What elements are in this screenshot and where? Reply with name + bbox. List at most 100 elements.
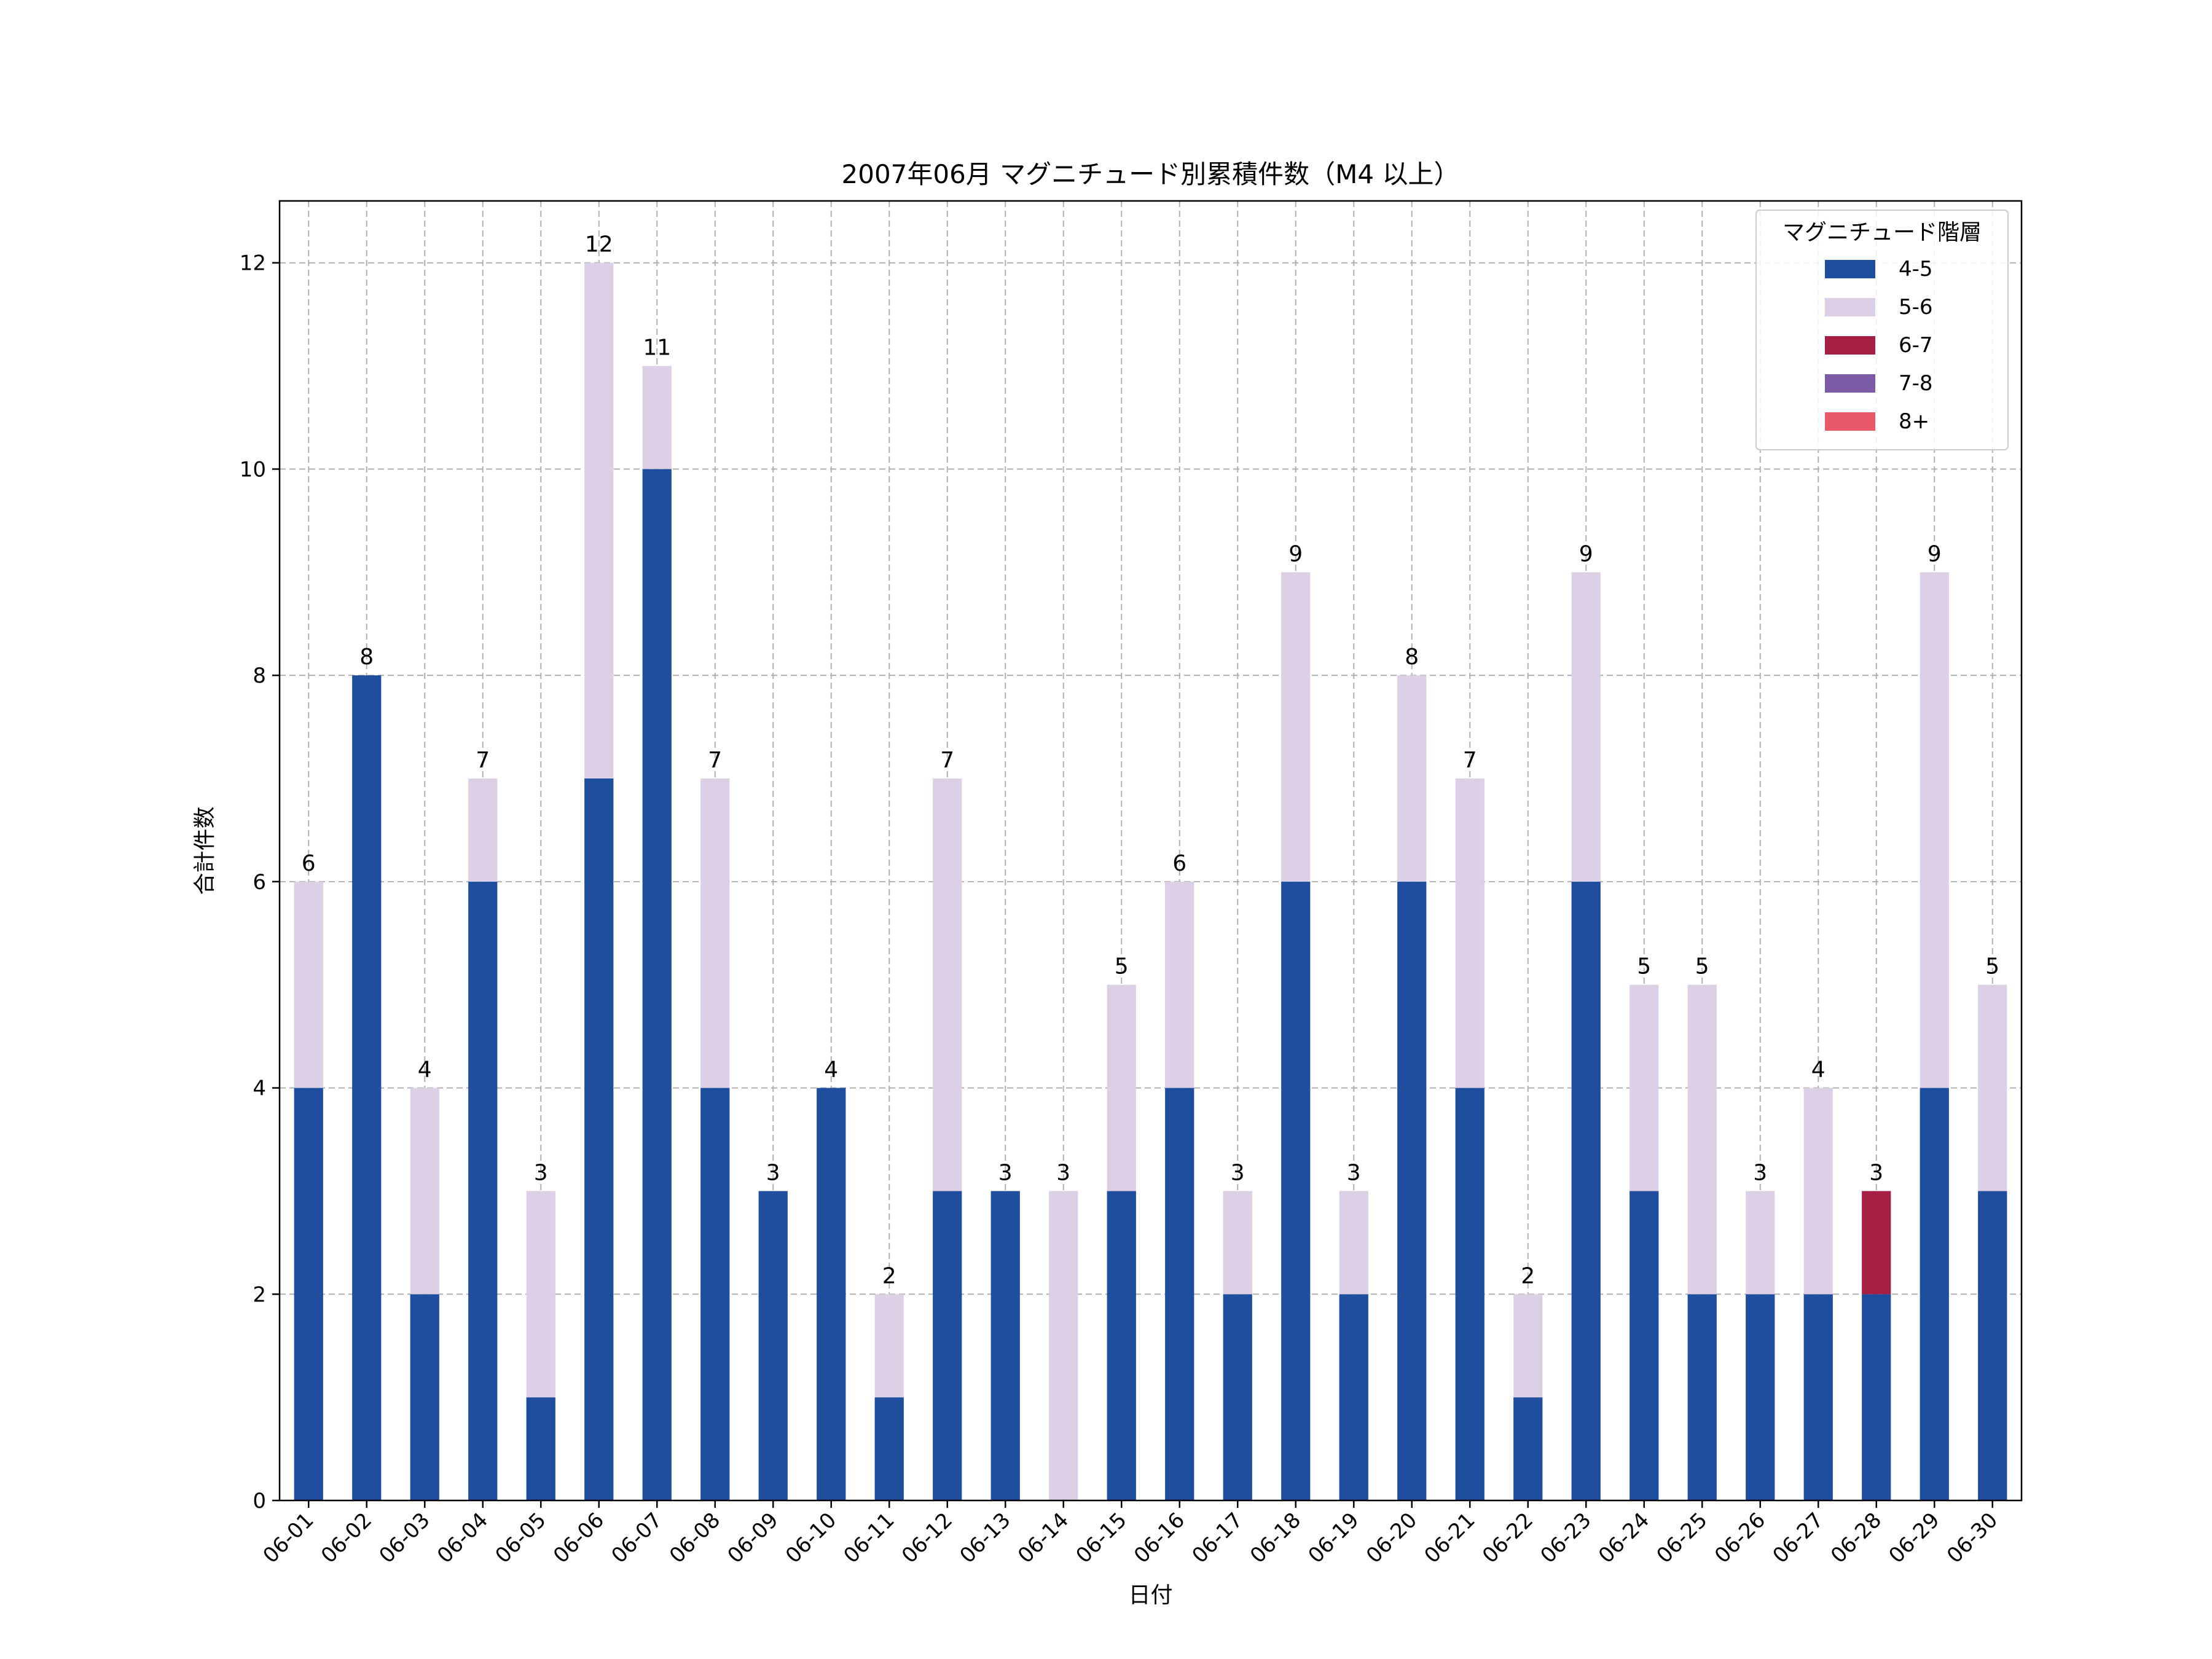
bar-segment xyxy=(410,1294,439,1500)
legend-swatch xyxy=(1825,298,1875,316)
bar-total-label: 9 xyxy=(1928,541,1942,567)
bar-segment xyxy=(700,1088,730,1500)
y-axis-label: 合計件数 xyxy=(192,806,218,895)
y-tick-label: 0 xyxy=(253,1489,266,1513)
bar-segment xyxy=(990,1191,1020,1500)
bar-segment xyxy=(642,366,672,469)
legend-swatch xyxy=(1825,412,1875,431)
bar-segment xyxy=(1455,779,1484,1088)
bar-total-label: 5 xyxy=(1985,954,1999,979)
bar-total-label: 9 xyxy=(1288,541,1303,567)
bar-segment xyxy=(468,881,498,1500)
bar-total-label: 7 xyxy=(940,748,954,773)
bar-segment xyxy=(1571,572,1601,882)
bar-segment xyxy=(1630,1191,1659,1500)
bar-total-label: 6 xyxy=(1172,851,1186,876)
bar-segment xyxy=(1107,1191,1136,1500)
bar-segment xyxy=(817,1088,846,1500)
bar-segment xyxy=(1339,1294,1368,1500)
chart-title: 2007年06月 マグニチュード別累積件数（M4 以上） xyxy=(842,159,1460,189)
bar-segment xyxy=(1687,1294,1717,1500)
bar-segment xyxy=(584,262,614,779)
bar-total-label: 4 xyxy=(824,1057,838,1083)
bar-segment xyxy=(1803,1294,1833,1500)
data-labels: 6 8 4 7 3 12 11 7 3 4 2 7 3 3 5 6 3 9 3 8 7 2 9 5 5 3 4 3 9 5 xyxy=(302,232,1999,1289)
bar-total-label: 8 xyxy=(1405,645,1419,670)
y-tick-label: 2 xyxy=(253,1282,266,1307)
bar-segment xyxy=(1978,1191,2007,1500)
legend-label: 5-6 xyxy=(1899,295,1933,320)
bar-segment xyxy=(1455,1088,1484,1500)
bar-total-label: 12 xyxy=(585,232,613,257)
bar-total-label: 3 xyxy=(1056,1160,1070,1185)
legend-label: 8+ xyxy=(1899,409,1929,434)
bar-segment xyxy=(1107,984,1136,1191)
bar-total-label: 2 xyxy=(1521,1263,1535,1288)
bar-total-label: 3 xyxy=(1753,1160,1767,1185)
bar-total-label: 4 xyxy=(1811,1057,1826,1083)
bars xyxy=(294,262,2007,1500)
bar-segment xyxy=(1978,984,2007,1191)
bar-total-label: 3 xyxy=(1869,1160,1883,1185)
y-tick-label: 6 xyxy=(253,870,266,895)
bar-segment xyxy=(1862,1191,1891,1295)
y-tick-label: 12 xyxy=(240,251,266,276)
bar-segment xyxy=(294,1088,323,1500)
bar-segment xyxy=(1920,572,1949,1088)
bar-total-label: 5 xyxy=(1115,954,1129,979)
bar-segment xyxy=(874,1294,904,1398)
bar-total-label: 8 xyxy=(359,645,374,670)
bar-segment xyxy=(1223,1191,1252,1295)
bar-total-label: 3 xyxy=(998,1160,1013,1185)
bar-segment xyxy=(1165,1088,1194,1500)
bar-segment xyxy=(1862,1294,1891,1500)
bar-segment xyxy=(642,469,672,1500)
bar-total-label: 3 xyxy=(1231,1160,1245,1185)
legend-title: マグニチュード階層 xyxy=(1783,220,1982,245)
legend-label: 4-5 xyxy=(1899,257,1933,281)
bar-total-label: 7 xyxy=(1463,748,1477,773)
bar-segment xyxy=(933,1191,962,1500)
bar-segment xyxy=(1920,1088,1949,1500)
bar-total-label: 2 xyxy=(882,1263,896,1288)
bar-total-label: 7 xyxy=(476,748,490,773)
bar-segment xyxy=(1746,1191,1775,1295)
y-tick-label: 8 xyxy=(253,664,266,688)
bar-segment xyxy=(584,779,614,1500)
bar-segment xyxy=(1571,881,1601,1500)
bar-segment xyxy=(1049,1191,1078,1500)
bar-segment xyxy=(1513,1294,1543,1398)
bar-segment xyxy=(1630,984,1659,1191)
bar-segment xyxy=(526,1191,555,1398)
bar-segment xyxy=(933,779,962,1191)
bar-segment xyxy=(1397,881,1427,1500)
plot-frame xyxy=(278,200,2023,1502)
bar-total-label: 5 xyxy=(1695,954,1709,979)
bar-total-label: 3 xyxy=(1347,1160,1361,1185)
bar-segment xyxy=(1165,881,1194,1088)
bar-segment xyxy=(874,1397,904,1500)
bar-segment xyxy=(1746,1294,1775,1500)
y-tick-label: 10 xyxy=(240,457,266,482)
bar-segment xyxy=(526,1397,555,1500)
bar-segment xyxy=(1339,1191,1368,1295)
bar-segment xyxy=(410,1088,439,1295)
bar-total-label: 3 xyxy=(534,1160,548,1185)
bar-total-label: 11 xyxy=(643,335,671,361)
bar-segment xyxy=(1397,675,1427,882)
bar-segment xyxy=(1513,1397,1543,1500)
bar-segment xyxy=(700,779,730,1088)
bar-segment xyxy=(352,675,382,1500)
bar-segment xyxy=(468,779,498,882)
legend-box xyxy=(1755,210,2009,450)
legend: マグニチュード階層 4-5 5-6 6-7 7-8 8+ xyxy=(1755,210,2009,450)
bar-total-label: 3 xyxy=(766,1160,780,1185)
bar-total-label: 7 xyxy=(708,748,722,773)
bar-total-label: 5 xyxy=(1637,954,1651,979)
bar-segment xyxy=(1281,881,1311,1500)
bar-total-label: 4 xyxy=(418,1057,432,1083)
bar-segment xyxy=(1281,572,1311,882)
legend-items: 4-5 5-6 6-7 7-8 8+ xyxy=(1825,257,1933,434)
legend-swatch xyxy=(1825,336,1875,355)
